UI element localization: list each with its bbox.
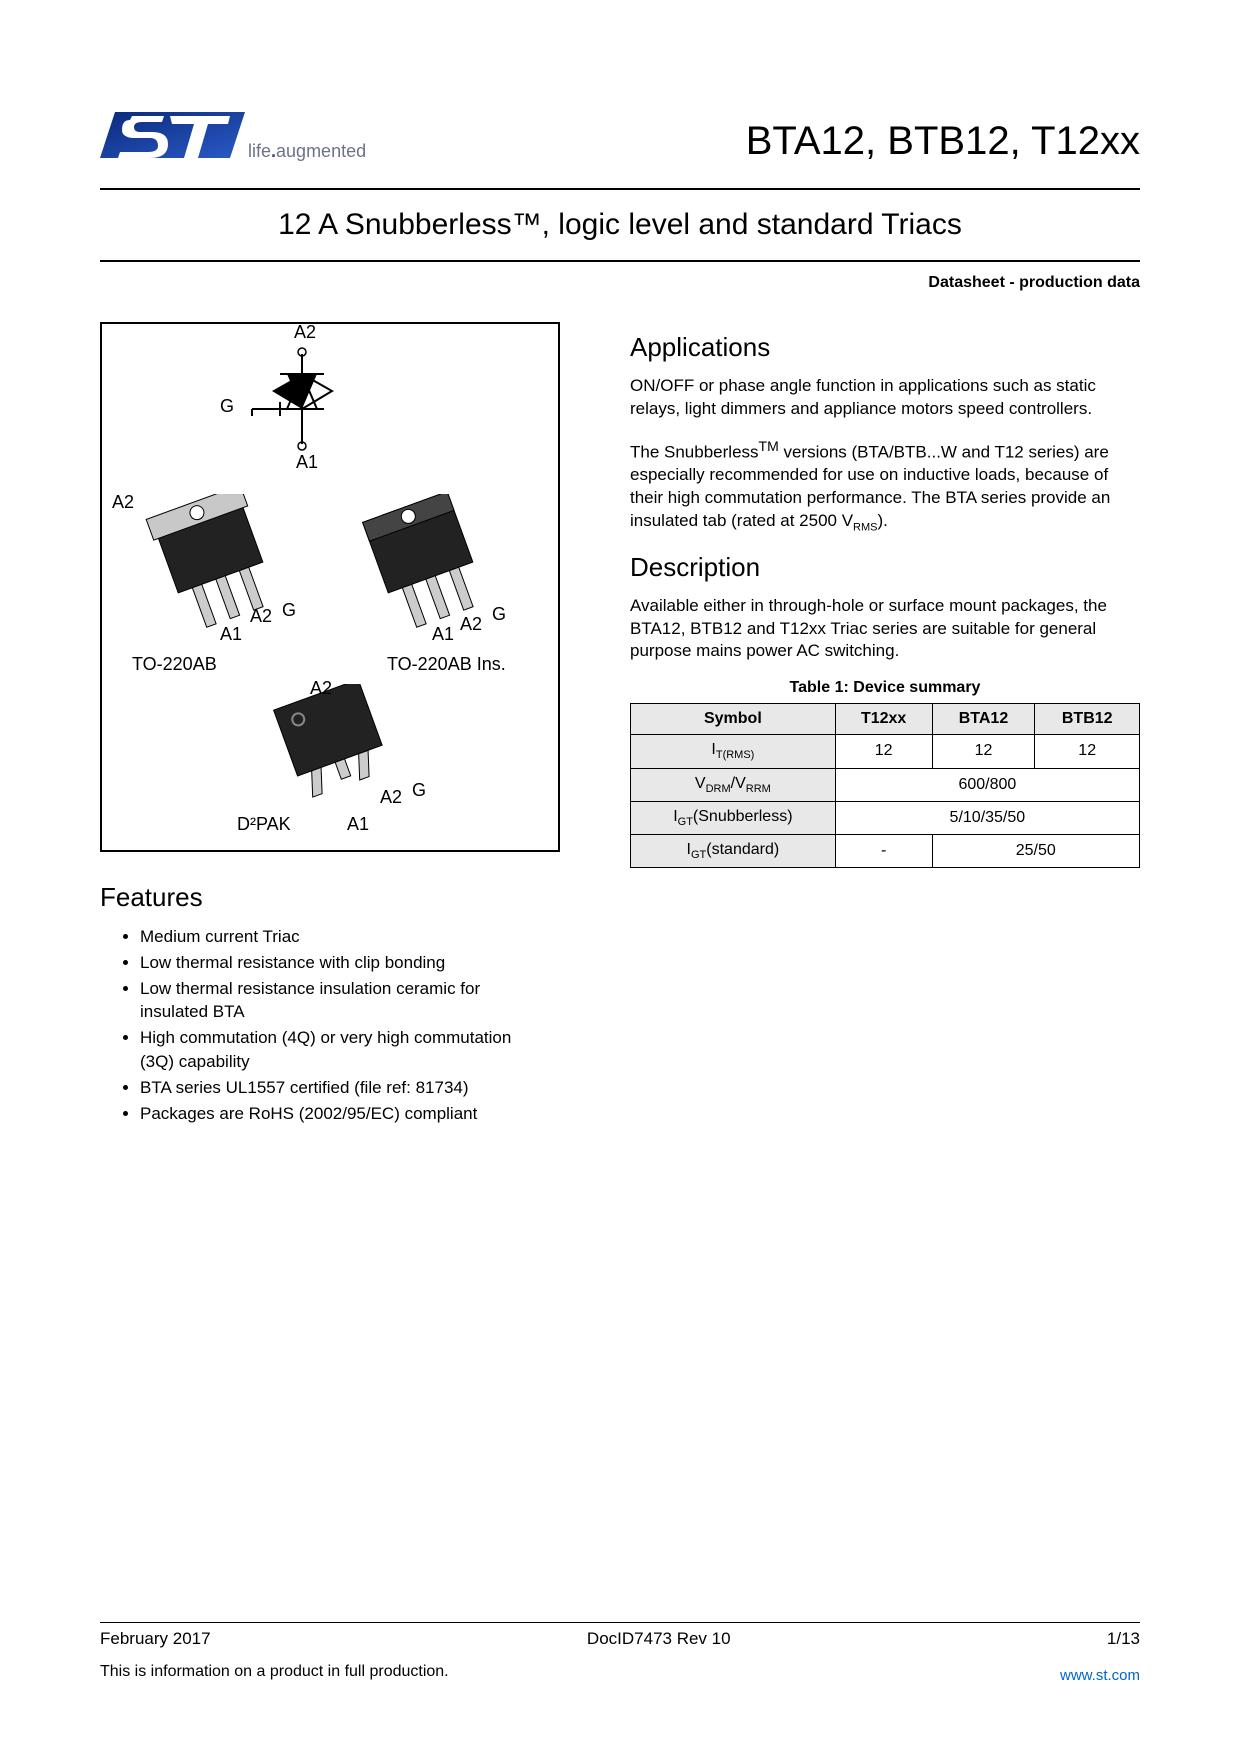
pkg3-g: G [412,780,426,801]
table-row: VDRM/VRRM 600/800 [631,768,1140,801]
cell: 12 [835,735,932,768]
cell-merged: 600/800 [835,768,1139,801]
features-list: Medium current Triac Low thermal resista… [100,925,580,1125]
part-title: BTA12, BTB12, T12xx [746,119,1140,164]
app-p2a: The Snubberless [630,443,759,462]
sym-itrms: IT(RMS) [631,735,836,768]
tagline-aug: augmented [276,141,366,161]
pkg1-a1: A1 [220,624,242,645]
header: life.augmented BTA12, BTB12, T12xx [100,100,1140,180]
pkg2-a1: A1 [432,624,454,645]
cell-merged: 25/50 [932,834,1139,867]
right-column: Applications ON/OFF or phase angle funct… [630,322,1140,1127]
device-summary-table: Symbol T12xx BTA12 BTB12 IT(RMS) 12 12 1… [630,703,1140,868]
features-heading: Features [100,882,580,913]
pin-g-triac: G [220,396,234,417]
app-p2c: ). [878,511,888,530]
applications-p2: The SnubberlessTM versions (BTA/BTB...W … [630,437,1140,536]
logo-block: life.augmented [100,100,366,170]
pkg1-name: TO-220AB [132,654,217,675]
footer-note: This is information on a product in full… [100,1663,449,1681]
sym-igt-snub: IGT(Snubberless) [631,801,836,834]
sym-vdrm: VDRM/VRRM [631,768,836,801]
pkg1-a2: A2 [112,492,134,513]
th-symbol: Symbol [631,704,836,735]
tm-mark: TM [759,438,779,454]
main-columns: A2 G A1 A2 A2 G A1 TO-220AB [100,322,1140,1127]
pkg1-g: G [282,600,296,621]
cell: 12 [932,735,1035,768]
feature-item: High commutation (4Q) or very high commu… [140,1026,550,1074]
table-header-row: Symbol T12xx BTA12 BTB12 [631,704,1140,735]
subtitle: 12 A Snubberless™, logic level and stand… [100,208,1140,242]
description-p1: Available either in through-hole or surf… [630,595,1140,664]
pin-a1-triac: A1 [296,452,318,473]
table-row: IGT(Snubberless) 5/10/35/50 [631,801,1140,834]
production-data-label: Datasheet - production data [100,274,1140,292]
footer-page: 1/13 [1107,1629,1140,1649]
cell: 12 [1035,735,1140,768]
footer-docid: DocID7473 Rev 10 [587,1629,731,1649]
th-btb12: BTB12 [1035,704,1140,735]
feature-item: Medium current Triac [140,925,550,949]
pkg2-name: TO-220AB Ins. [387,654,506,675]
rule-1 [100,188,1140,190]
feature-item: BTA series UL1557 certified (file ref: 8… [140,1076,550,1100]
th-t12xx: T12xx [835,704,932,735]
applications-p1: ON/OFF or phase angle function in applic… [630,375,1140,421]
package-diagram: A2 G A1 A2 A2 G A1 TO-220AB [100,322,560,852]
pkg1-a2b: A2 [250,606,272,627]
footer: February 2017 DocID7473 Rev 10 1/13 This… [100,1622,1140,1684]
table-row: IGT(standard) - 25/50 [631,834,1140,867]
footer-row: February 2017 DocID7473 Rev 10 1/13 [100,1629,1140,1649]
feature-item: Low thermal resistance insulation cerami… [140,977,550,1025]
rule-2 [100,260,1140,262]
pkg3-a1: A1 [347,814,369,835]
footer-link[interactable]: www.st.com [1060,1667,1140,1684]
table-caption: Table 1: Device summary [630,679,1140,697]
footer-rule [100,1622,1140,1623]
feature-item: Packages are RoHS (2002/95/EC) compliant [140,1102,550,1126]
description-heading: Description [630,552,1140,583]
cell: - [835,834,932,867]
left-column: A2 G A1 A2 A2 G A1 TO-220AB [100,322,580,1127]
pkg3-a2: A2 [380,787,402,808]
vrms-sub: RMS [853,522,877,534]
sym-igt-std: IGT(standard) [631,834,836,867]
table-row: IT(RMS) 12 12 12 [631,735,1140,768]
cell-merged: 5/10/35/50 [835,801,1139,834]
pkg3-name: D²PAK [237,814,291,835]
th-bta12: BTA12 [932,704,1035,735]
pkg3-a2top: A2 [310,678,332,699]
feature-item: Low thermal resistance with clip bonding [140,951,550,975]
pkg2-a2: A2 [460,614,482,635]
tagline: life.augmented [248,141,366,162]
tagline-life: life [248,141,271,161]
pin-a2-triac: A2 [294,322,316,343]
footer-date: February 2017 [100,1629,211,1649]
pkg2-g: G [492,604,506,625]
applications-heading: Applications [630,332,1140,363]
